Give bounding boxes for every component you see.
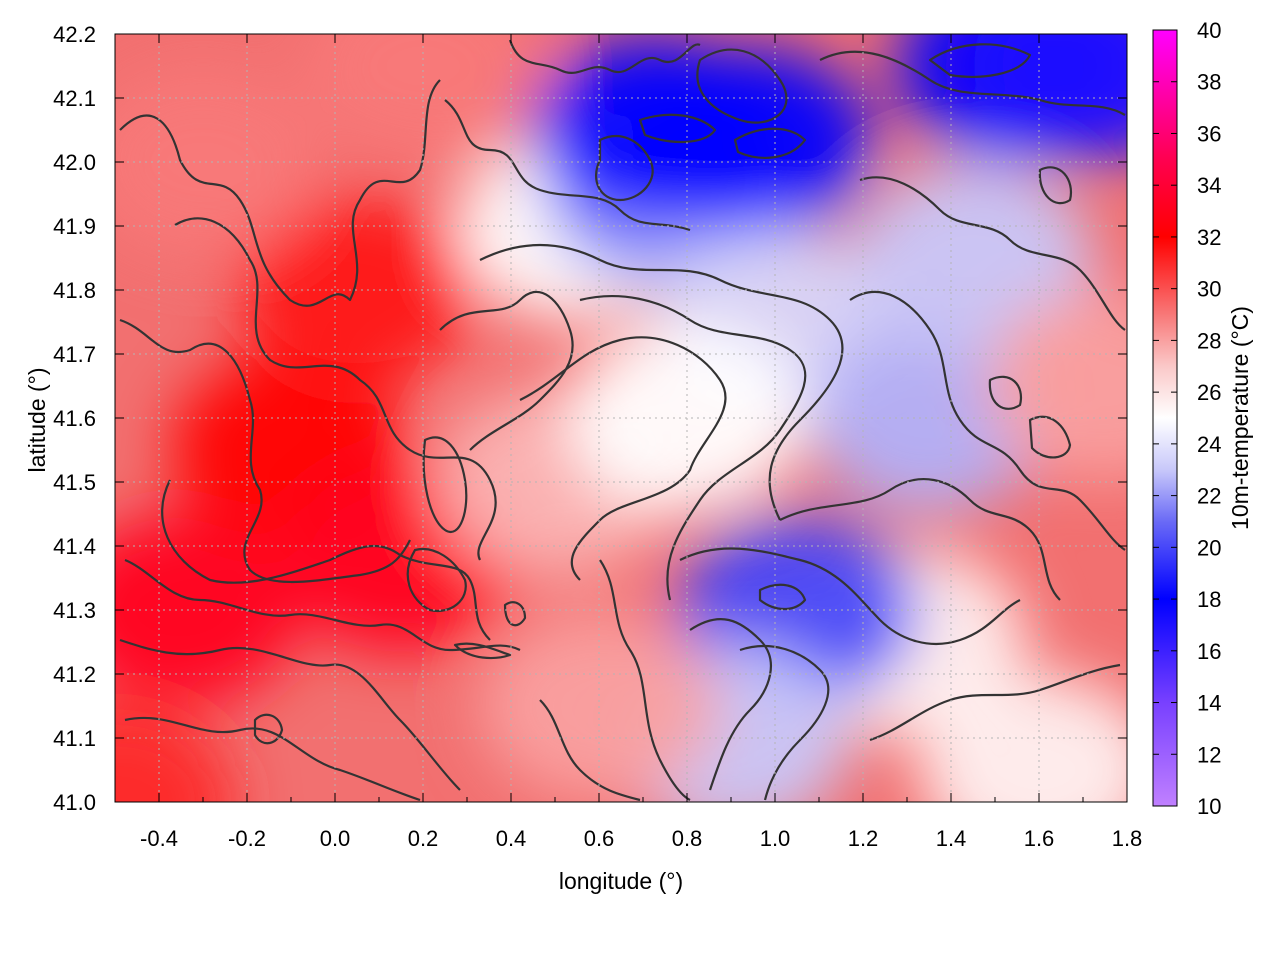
colorbar-tick-label: 26 xyxy=(1197,380,1221,405)
colorbar-tick-label: 18 xyxy=(1197,587,1221,612)
y-tick-label: 42.1 xyxy=(53,86,96,111)
y-tick-label: 41.3 xyxy=(53,598,96,623)
colorbar-tick-label: 10 xyxy=(1197,794,1221,819)
contour-line xyxy=(453,642,512,660)
y-axis-label: latitude (°) xyxy=(24,367,50,472)
contour-line xyxy=(869,663,1121,742)
colorbar-tick-label: 36 xyxy=(1197,121,1221,146)
contour-line xyxy=(503,601,527,627)
x-tick-label: 0.0 xyxy=(320,826,351,851)
x-tick-label: 1.4 xyxy=(936,826,967,851)
colorbar-tick-label: 28 xyxy=(1197,328,1221,353)
contour-line xyxy=(161,479,491,641)
colorbar-tick-label: 12 xyxy=(1197,742,1221,767)
y-tick-label: 41.7 xyxy=(53,342,96,367)
contour-line xyxy=(519,336,727,581)
colorbar-gradient xyxy=(1152,29,1178,807)
y-tick-label: 41.8 xyxy=(53,278,96,303)
contour-line xyxy=(739,645,830,801)
heatmap-cell xyxy=(853,163,1093,353)
colorbar-tick-label: 34 xyxy=(1197,173,1221,198)
colorbar-label: 10m-temperature (°C) xyxy=(1227,306,1253,530)
contour-line xyxy=(733,127,807,159)
x-tick-label: 0.8 xyxy=(672,826,703,851)
contour-line xyxy=(849,290,1126,551)
y-tick-label: 41.1 xyxy=(53,726,96,751)
y-tick-label: 42.2 xyxy=(53,22,96,47)
contour-line xyxy=(779,478,1061,601)
heatmap-field xyxy=(115,34,1127,802)
colorbar-tick-label: 16 xyxy=(1197,639,1221,664)
contour-line xyxy=(689,618,772,791)
contour-line xyxy=(595,135,654,202)
contour-line xyxy=(119,318,411,584)
heatmap-blobs xyxy=(115,34,1127,802)
x-tick-label: -0.2 xyxy=(228,826,266,851)
x-tick-label: 0.4 xyxy=(496,826,527,851)
y-tick-label: 41.4 xyxy=(53,534,96,559)
heatmap-cell xyxy=(303,34,543,161)
contour-line xyxy=(928,43,1032,78)
contour-line xyxy=(1028,415,1072,459)
heatmap-cell xyxy=(971,34,1127,161)
x-tick-label: 1.8 xyxy=(1112,826,1143,851)
contour-line xyxy=(508,39,701,74)
grid-lines xyxy=(115,34,1127,802)
colorbar-ticks: 10 12 14 16 18 20 22 24 26 28 30 32 34 36 38 40 xyxy=(1153,18,1221,819)
contour-line xyxy=(124,716,421,802)
heatmap-cell xyxy=(633,47,873,238)
colorbar-tick-label: 22 xyxy=(1197,484,1221,509)
heatmap-cell xyxy=(115,515,301,705)
y-tick-label: 41.9 xyxy=(53,214,96,239)
colorbar-tick-label: 30 xyxy=(1197,277,1221,302)
heatmap-cell xyxy=(985,291,1127,481)
contour-line xyxy=(638,113,717,144)
contour-line xyxy=(439,290,574,451)
x-tick-label: 0.2 xyxy=(408,826,439,851)
colorbar-tick-label: 32 xyxy=(1197,225,1221,250)
y-axis-ticks: 41.0 41.1 41.2 41.3 41.4 41.5 41.6 41.7 41.8 41.9… xyxy=(53,22,1127,815)
colorbar-tick-label: 24 xyxy=(1197,432,1221,457)
colorbar: 10 12 14 16 18 20 22 24 26 28 30 32 34 36 38 40 10m-tem… xyxy=(1152,18,1253,819)
colorbar-tick-label: 20 xyxy=(1197,535,1221,560)
x-tick-label: 1.2 xyxy=(848,826,879,851)
x-tick-label: 1.0 xyxy=(760,826,791,851)
contour-line xyxy=(253,713,284,745)
heatmap-cell xyxy=(919,675,1127,802)
contour-line xyxy=(444,99,691,232)
y-tick-label: 41.6 xyxy=(53,406,96,431)
contour-line xyxy=(819,50,1126,116)
heatmap-cell xyxy=(115,707,235,802)
contour-line xyxy=(859,176,1126,331)
terrain-contours xyxy=(119,39,1126,802)
contour-line xyxy=(422,436,468,533)
contour-line xyxy=(539,699,641,802)
y-tick-label: 41.2 xyxy=(53,662,96,687)
contour-line xyxy=(174,217,497,561)
contour-line xyxy=(679,547,1021,645)
y-tick-label: 42.0 xyxy=(53,150,96,175)
x-tick-label: 0.6 xyxy=(584,826,615,851)
contour-line xyxy=(758,583,807,611)
x-tick-label: -0.4 xyxy=(140,826,178,851)
contour-line xyxy=(119,79,441,307)
y-tick-label: 41.0 xyxy=(53,790,96,815)
contour-line xyxy=(124,558,521,652)
colorbar-tick-label: 40 xyxy=(1197,18,1221,43)
colorbar-tick-label: 14 xyxy=(1197,691,1221,716)
x-axis-label: longitude (°) xyxy=(559,868,683,894)
contour-line xyxy=(696,48,788,124)
contour-line xyxy=(406,547,467,613)
colorbar-tick-label: 38 xyxy=(1197,70,1221,95)
y-tick-label: 41.5 xyxy=(53,470,96,495)
x-axis-ticks: -0.4 -0.2 0.0 0.2 0.4 0.6 0.8 1.0 1.2 1.4 1.6 1.8 xyxy=(114,34,1143,851)
x-tick-label: 1.6 xyxy=(1024,826,1055,851)
contour-line xyxy=(119,638,461,791)
contour-line xyxy=(579,294,807,601)
contour-line xyxy=(599,559,691,801)
contour-line xyxy=(988,375,1023,410)
contour-line xyxy=(479,243,844,521)
contour-line xyxy=(1038,166,1073,205)
